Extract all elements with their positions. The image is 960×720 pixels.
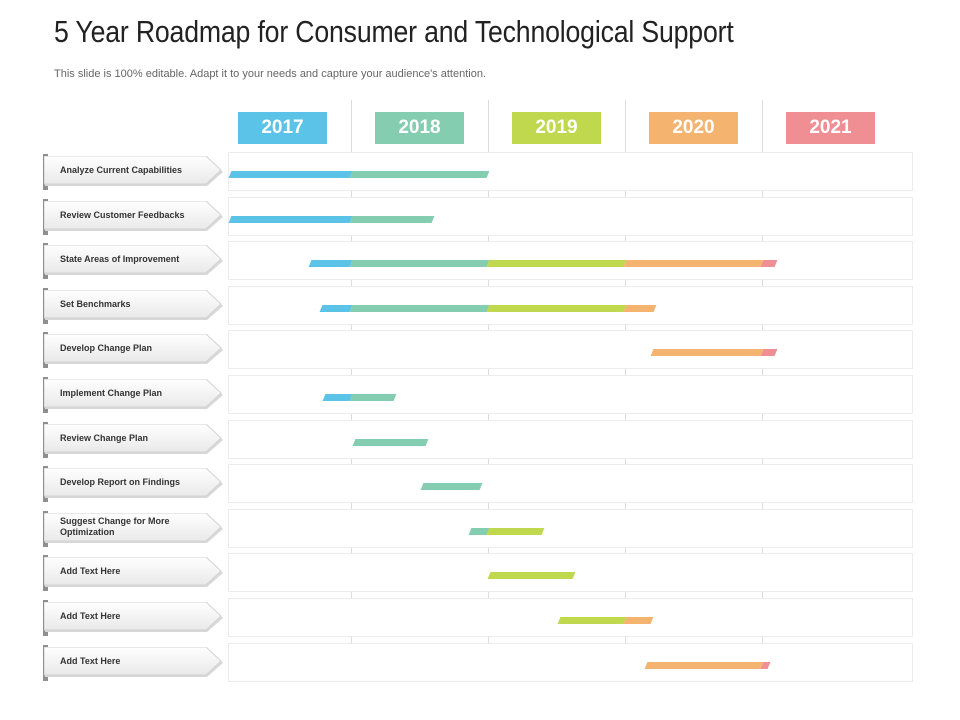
timeline-bar-segment: [420, 483, 483, 490]
task-row: [228, 330, 913, 369]
timeline-bar-segment: [349, 216, 435, 223]
task-label: Review Change Plan: [60, 432, 149, 443]
task-label-tag: Set Benchmarks: [44, 290, 226, 322]
timeline-bar-segment: [650, 349, 764, 356]
timeline-bar-segment: [487, 572, 576, 579]
task-row: [228, 420, 913, 459]
task-row: [228, 643, 913, 682]
timeline-bar-segment: [557, 617, 627, 624]
task-row: [228, 464, 913, 503]
timeline-bar-segment: [349, 394, 397, 401]
year-header-2021: 2021: [786, 112, 875, 144]
task-label: Set Benchmarks: [60, 298, 131, 309]
timeline-bar-segment: [319, 305, 353, 312]
timeline-bar-segment: [322, 394, 353, 401]
timeline-bar-segment: [760, 260, 778, 267]
task-label: Implement Change Plan: [60, 387, 163, 398]
task-label: Suggest Change for More Optimization: [60, 516, 170, 537]
timeline-bar-segment: [228, 216, 353, 223]
timeline-bar-segment: [486, 305, 627, 312]
task-label-tag: Review Change Plan: [44, 424, 226, 456]
task-label-tag: Develop Change Plan: [44, 334, 226, 366]
task-label: Review Customer Feedbacks: [60, 209, 185, 220]
timeline-bar-segment: [760, 349, 778, 356]
task-label-tag: Add Text Here: [44, 647, 226, 679]
task-label: State Areas of Improvement: [60, 253, 180, 264]
slide-title: 5 Year Roadmap for Consumer and Technolo…: [54, 14, 734, 49]
task-label: Add Text Here: [60, 565, 121, 576]
timeline-bar-segment: [228, 171, 353, 178]
task-row: [228, 509, 913, 548]
year-header-2018: 2018: [375, 112, 464, 144]
task-label-tag: Review Customer Feedbacks: [44, 201, 226, 233]
timeline-bar-segment: [352, 439, 428, 446]
timeline-bar-segment: [349, 260, 490, 267]
timeline-bar-segment: [349, 171, 490, 178]
year-header-2020: 2020: [649, 112, 738, 144]
task-label: Develop Report on Findings: [60, 476, 181, 487]
timeline-bar-segment: [644, 662, 764, 669]
task-label: Add Text Here: [60, 655, 121, 666]
slide-subtitle: This slide is 100% editable. Adapt it to…: [54, 68, 486, 80]
timeline-bar-segment: [486, 528, 545, 535]
timeline-bar-segment: [308, 260, 353, 267]
timeline-bar-segment: [623, 305, 657, 312]
timeline-bar-segment: [486, 260, 627, 267]
task-label: Develop Change Plan: [60, 342, 153, 353]
task-label: Analyze Current Capabilities: [60, 164, 183, 175]
year-header-2019: 2019: [512, 112, 601, 144]
task-label-tag: Suggest Change for More Optimization: [44, 513, 226, 545]
task-label-tag: Add Text Here: [44, 557, 226, 589]
task-label-tag: Implement Change Plan: [44, 379, 226, 411]
task-label: Add Text Here: [60, 610, 121, 621]
year-header-2017: 2017: [238, 112, 327, 144]
task-label-tag: Analyze Current Capabilities: [44, 156, 226, 188]
timeline-bar-segment: [623, 260, 764, 267]
task-label-tag: Develop Report on Findings: [44, 468, 226, 500]
timeline-bar-segment: [349, 305, 490, 312]
task-label-tag: State Areas of Improvement: [44, 245, 226, 277]
timeline-bar-segment: [623, 617, 654, 624]
task-label-tag: Add Text Here: [44, 602, 226, 634]
